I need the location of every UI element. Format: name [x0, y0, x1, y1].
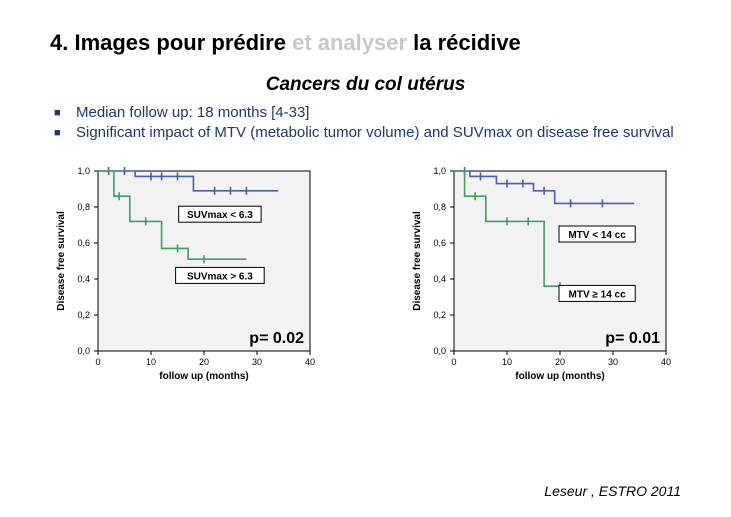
svg-text:SUVmax > 6.3: SUVmax > 6.3	[187, 271, 253, 282]
svg-text:MTV ≥ 14 cc: MTV ≥ 14 cc	[569, 289, 627, 300]
svg-text:10: 10	[502, 357, 512, 367]
svg-text:0,6: 0,6	[433, 238, 446, 248]
svg-text:20: 20	[199, 357, 209, 367]
km-chart-mtv: 0,0 0,2 0,4 0,6 0,8 1,0 0 10 20 30 40 follow up (mo…	[406, 161, 681, 396]
svg-text:30: 30	[252, 357, 262, 367]
title-gray: et analyser	[292, 30, 407, 55]
svg-text:0,2: 0,2	[433, 310, 446, 320]
svg-text:0,0: 0,0	[77, 346, 90, 356]
svg-text:1,0: 1,0	[77, 166, 90, 176]
svg-text:10: 10	[146, 357, 156, 367]
svg-text:follow up (months): follow up (months)	[159, 371, 248, 382]
svg-text:0,2: 0,2	[77, 310, 90, 320]
svg-text:p= 0.01: p= 0.01	[605, 330, 660, 347]
svg-text:Disease free survival: Disease free survival	[56, 211, 67, 311]
svg-text:0,8: 0,8	[433, 202, 446, 212]
svg-text:0,4: 0,4	[77, 274, 90, 284]
slide-title: 4. Images pour prédire et analyser la ré…	[50, 30, 681, 56]
citation: Leseur , ESTRO 2011	[544, 483, 681, 499]
svg-text:20: 20	[555, 357, 565, 367]
km-chart-suvmax: 0,0 0,2 0,4 0,6 0,8 1,0 0 10 20 30 40 follow up (mo…	[50, 161, 325, 396]
svg-text:0,8: 0,8	[77, 202, 90, 212]
svg-text:0: 0	[451, 357, 456, 367]
svg-text:0,6: 0,6	[77, 238, 90, 248]
svg-text:40: 40	[661, 357, 671, 367]
charts-row: 0,0 0,2 0,4 0,6 0,8 1,0 0 10 20 30 40 follow up (mo…	[50, 161, 681, 396]
svg-text:p= 0.02: p= 0.02	[249, 330, 304, 347]
list-item: Significant impact of MTV (metabolic tum…	[72, 124, 681, 141]
title-after: la récidive	[407, 30, 521, 55]
svg-text:1,0: 1,0	[433, 166, 446, 176]
list-item: Median follow up: 18 months [4-33]	[72, 104, 681, 121]
title-before: 4. Images pour prédire	[50, 30, 292, 55]
svg-text:40: 40	[305, 357, 315, 367]
svg-text:30: 30	[608, 357, 618, 367]
svg-text:SUVmax < 6.3: SUVmax < 6.3	[187, 210, 253, 221]
svg-text:MTV < 14 cc: MTV < 14 cc	[568, 230, 626, 241]
svg-text:follow up (months): follow up (months)	[515, 371, 604, 382]
svg-text:0,4: 0,4	[433, 274, 446, 284]
svg-text:0: 0	[95, 357, 100, 367]
svg-text:0,0: 0,0	[433, 346, 446, 356]
bullet-list: Median follow up: 18 months [4-33] Signi…	[50, 104, 681, 141]
slide-subtitle: Cancers du col utérus	[50, 74, 681, 96]
svg-text:Disease free survival: Disease free survival	[412, 211, 423, 311]
